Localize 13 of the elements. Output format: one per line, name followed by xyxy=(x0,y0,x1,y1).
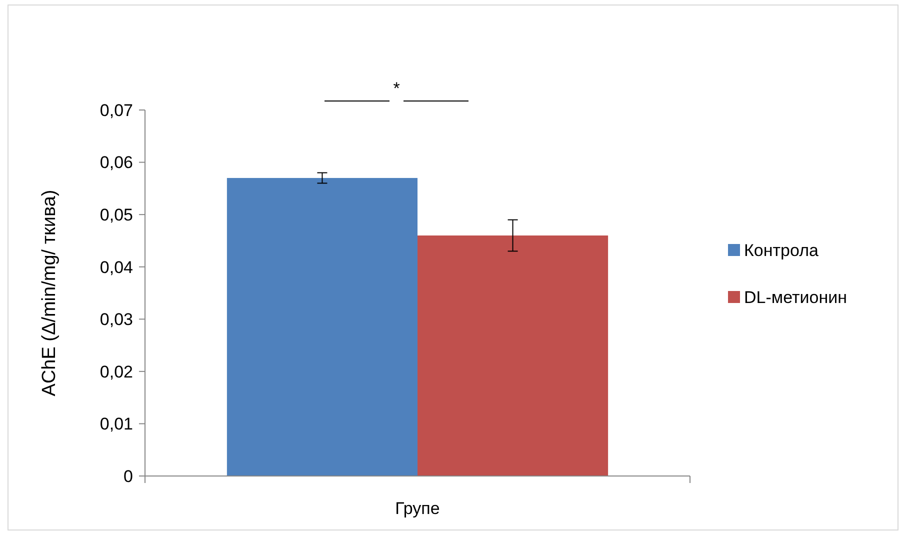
legend-label: Контрола xyxy=(744,240,819,260)
y-tick-label: 0,03 xyxy=(100,310,133,330)
y-tick-label: 0,05 xyxy=(100,206,133,225)
y-axis-title: AChE (Δ/min/mg/ ткива) xyxy=(39,190,60,396)
legend-label: DL-метионин xyxy=(744,288,847,307)
y-tick-label: 0,07 xyxy=(100,100,133,120)
y-tick-label: 0,06 xyxy=(100,153,133,172)
text: * xyxy=(393,79,400,98)
y-tick-label: 0 xyxy=(124,466,133,486)
y-tick-label: 0,04 xyxy=(100,258,133,277)
y-tick-label: 0,01 xyxy=(100,414,133,434)
y-tick-label: 0,02 xyxy=(100,362,133,382)
x-axis-title: Групе xyxy=(395,499,440,518)
